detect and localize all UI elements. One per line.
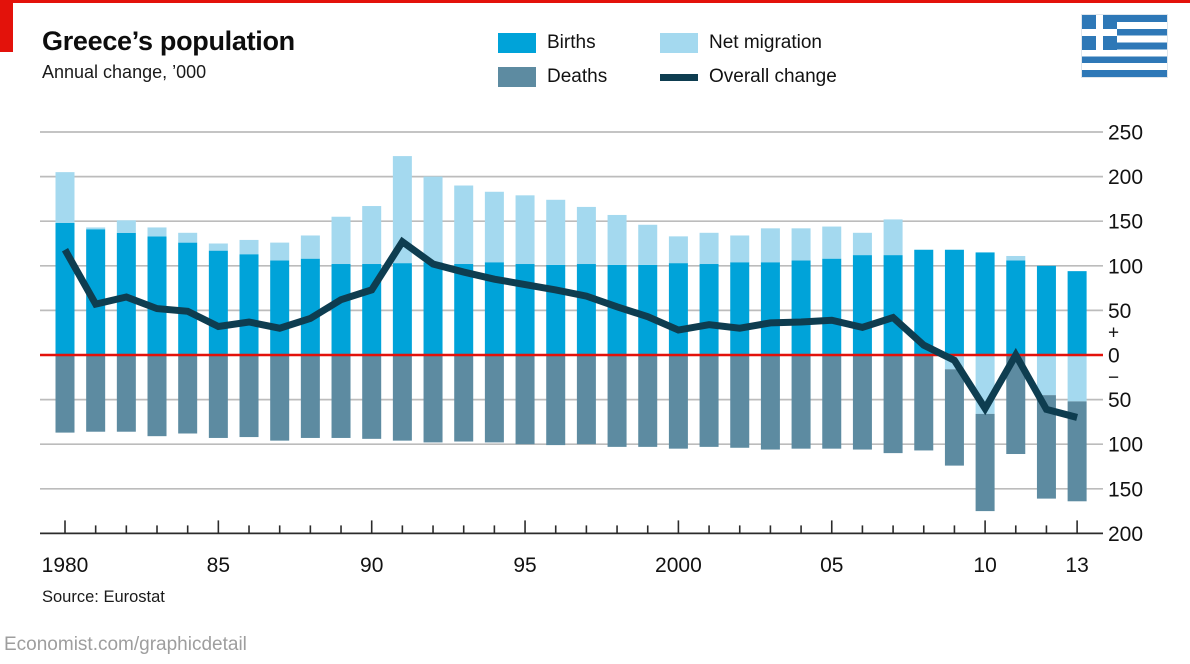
greece-flag-icon — [1081, 14, 1168, 78]
page-title: Greece’s population — [42, 26, 295, 56]
svg-text:95: 95 — [513, 554, 536, 577]
svg-text:+: + — [1108, 323, 1119, 344]
svg-text:13: 13 — [1065, 554, 1088, 577]
legend-item-births: Births — [498, 32, 596, 54]
svg-text:150: 150 — [1108, 478, 1143, 501]
credit-link: Economist.com/graphicdetail — [4, 634, 247, 655]
svg-text:0: 0 — [1108, 345, 1120, 368]
svg-text:150: 150 — [1108, 211, 1143, 234]
red-corner-tab — [0, 0, 13, 52]
svg-text:2000: 2000 — [655, 554, 702, 577]
legend-item-overall-change: Overall change — [660, 66, 837, 88]
net-migration-swatch-icon — [660, 33, 698, 53]
svg-text:05: 05 — [820, 554, 843, 577]
legend-label-births: Births — [547, 32, 596, 53]
svg-text:85: 85 — [207, 554, 230, 577]
legend-item-deaths: Deaths — [498, 66, 607, 88]
deaths-swatch-icon — [498, 67, 536, 87]
svg-text:100: 100 — [1108, 255, 1143, 278]
source-note: Source: Eurostat — [42, 588, 165, 606]
svg-text:200: 200 — [1108, 523, 1143, 546]
flag-cross-vertical — [1095, 15, 1103, 50]
legend-label-overall-change: Overall change — [709, 66, 837, 87]
svg-text:50: 50 — [1108, 300, 1131, 323]
legend-item-net-migration: Net migration — [660, 32, 822, 54]
svg-text:250: 250 — [1108, 122, 1143, 145]
births-swatch-icon — [498, 33, 536, 53]
svg-text:200: 200 — [1108, 166, 1143, 189]
red-top-rule — [0, 0, 1190, 3]
svg-text:50: 50 — [1108, 389, 1131, 412]
page-subtitle: Annual change, ’000 — [42, 62, 207, 82]
svg-text:90: 90 — [360, 554, 383, 577]
legend-label-deaths: Deaths — [547, 66, 608, 87]
flag-canton — [1082, 15, 1117, 50]
svg-text:10: 10 — [973, 554, 996, 577]
legend-label-net-migration: Net migration — [709, 32, 822, 53]
overall-change-line-icon — [660, 73, 698, 81]
svg-text:100: 100 — [1108, 434, 1143, 457]
svg-text:1980: 1980 — [42, 554, 89, 577]
svg-text:−: − — [1108, 367, 1119, 388]
